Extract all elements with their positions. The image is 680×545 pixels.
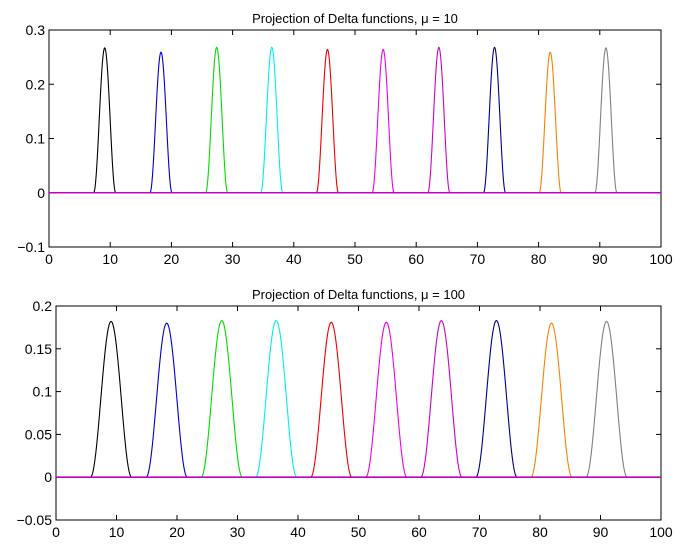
x-tick-label: 50 (351, 524, 367, 540)
x-tick-label: 70 (470, 251, 486, 267)
chart-title: Projection of Delta functions, μ = 100 (252, 287, 465, 302)
x-tick-label: 50 (347, 251, 363, 267)
chart-title: Projection of Delta functions, μ = 10 (252, 11, 458, 26)
series-line-5 (56, 321, 661, 478)
axes-box (48, 29, 662, 248)
x-tick-label: 30 (230, 524, 246, 540)
x-tick-label: 0 (52, 524, 60, 540)
x-tick-label: 80 (532, 524, 548, 540)
x-tick-label: 20 (164, 251, 180, 267)
x-tick-label: 90 (593, 524, 609, 540)
series-line-3 (49, 46, 661, 194)
series-line-4 (56, 321, 661, 478)
series-line-7 (49, 46, 661, 194)
x-tick-label: 40 (290, 524, 306, 540)
y-tick-label: 0 (37, 185, 45, 201)
x-tick-label: 60 (411, 524, 427, 540)
x-tick-label: 60 (408, 251, 424, 267)
series-line-9 (56, 320, 661, 478)
series-line-8 (49, 51, 661, 194)
x-tick-label: 100 (649, 251, 673, 267)
x-tick-label: 10 (109, 524, 125, 540)
y-tick-label: −0.05 (17, 512, 53, 528)
series-line-5 (49, 48, 661, 194)
series-line-1 (56, 322, 661, 478)
series-line-4 (49, 48, 661, 194)
series-line-1 (49, 51, 661, 194)
series-line-9 (49, 47, 661, 194)
y-tick-label: 0.3 (26, 22, 46, 38)
series-line-2 (56, 319, 661, 478)
y-tick-label: 0.2 (33, 298, 53, 314)
series-line-0 (56, 320, 661, 478)
y-tick-label: −0.1 (17, 239, 45, 255)
y-tick-label: 0 (44, 469, 52, 485)
y-tick-label: 0.15 (25, 341, 52, 357)
y-tick-label: 0.1 (33, 384, 53, 400)
y-tick-label: 0.1 (26, 131, 46, 147)
chart-bottom: Projection of Delta functions, μ = 100 0 1… (17, 287, 673, 540)
axes-box (55, 305, 662, 521)
y-tick-label: 0.2 (26, 76, 46, 92)
series-line-6 (49, 46, 661, 194)
x-tick-label: 10 (102, 251, 118, 267)
x-tick-label: 20 (169, 524, 185, 540)
y-tick-label: 0.05 (25, 426, 52, 442)
x-tick-label: 30 (225, 251, 241, 267)
x-tick-label: 40 (286, 251, 302, 267)
series-line-7 (56, 319, 661, 478)
series-line-8 (56, 322, 661, 478)
series-line-2 (49, 46, 661, 194)
chart-top: Projection of Delta functions, μ = 10 0 10… (17, 11, 673, 267)
series-line-3 (56, 319, 661, 478)
x-tick-label: 70 (472, 524, 488, 540)
series-line-0 (49, 47, 661, 194)
x-tick-label: 90 (592, 251, 608, 267)
x-tick-label: 80 (531, 251, 547, 267)
series-line-6 (56, 319, 661, 478)
x-tick-label: 0 (45, 251, 53, 267)
x-tick-label: 100 (649, 524, 673, 540)
